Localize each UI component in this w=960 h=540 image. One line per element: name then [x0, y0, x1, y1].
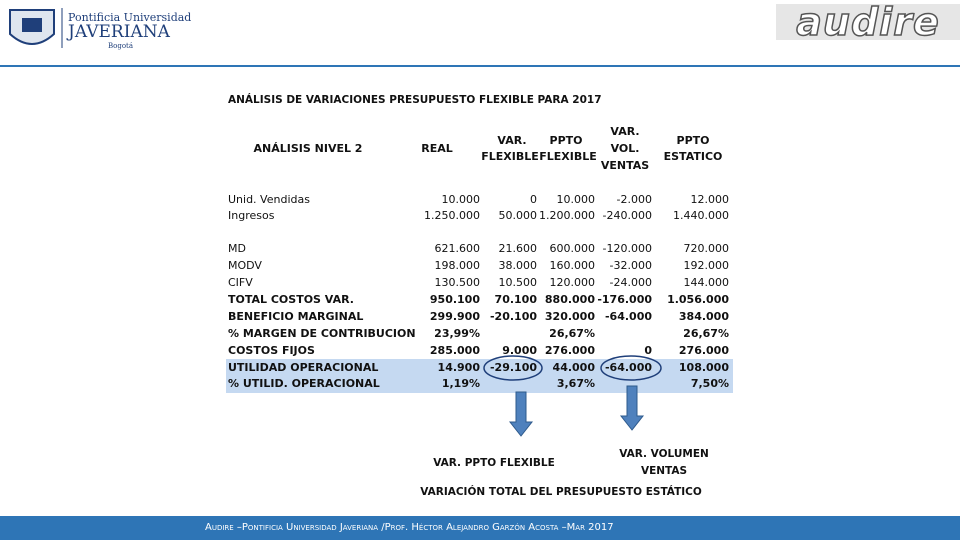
column-header: FLEXIBLE [481, 150, 539, 163]
column-header: VOL. [610, 142, 640, 155]
cell-value: 26,67% [549, 327, 595, 340]
row-label: TOTAL COSTOS VAR. [228, 293, 354, 306]
cell-value: -24.000 [609, 276, 652, 289]
university-city: Bogotá [108, 42, 134, 50]
cell-value: -20.100 [489, 310, 537, 323]
column-header: VAR. [497, 134, 527, 147]
annotation: VAR. VOLUMEN [619, 448, 709, 460]
column-header: PPTO [549, 134, 583, 147]
cell-value: 1.200.000 [539, 209, 595, 222]
cell-value: 12.000 [690, 193, 730, 206]
row-label: Ingresos [228, 209, 275, 222]
column-header: REAL [421, 142, 453, 155]
column-header: FLEXIBLE [539, 150, 597, 163]
row-label: CIFV [228, 276, 253, 289]
cell-value: 10.000 [556, 193, 596, 206]
cell-value: 9.000 [502, 344, 537, 357]
footer-text: Audire –Pontificia Universidad Javeriana… [205, 522, 614, 533]
cell-value: 720.000 [683, 242, 730, 255]
cell-value: 192.000 [683, 259, 730, 272]
cell-value: 26,67% [683, 327, 729, 340]
cell-value: -32.000 [609, 259, 652, 272]
cell-value: 10.000 [441, 193, 481, 206]
cell-value: 50.000 [498, 209, 538, 222]
annotation: VENTAS [640, 465, 688, 477]
cell-value: -64.000 [604, 361, 652, 374]
cell-value: 198.000 [434, 259, 481, 272]
footer-bar [0, 516, 960, 540]
cell-value: 70.100 [494, 293, 537, 306]
cell-value: 23,99% [434, 327, 480, 340]
cell-value: 144.000 [683, 276, 730, 289]
cell-value: 320.000 [544, 310, 595, 323]
cell-value: 120.000 [549, 276, 596, 289]
cell-value: 285.000 [429, 344, 480, 357]
column-header: VAR. [610, 125, 640, 138]
row-label: MD [228, 242, 246, 255]
cell-value: 21.600 [498, 242, 538, 255]
cell-value: 44.000 [552, 361, 595, 374]
row-label: MODV [228, 259, 262, 272]
cell-value: -29.100 [489, 361, 537, 374]
university-crest [9, 9, 55, 45]
column-header: ESTATICO [663, 150, 723, 163]
cell-value: 276.000 [544, 344, 595, 357]
cell-value: 1.440.000 [673, 209, 729, 222]
cell-value: 621.600 [434, 242, 481, 255]
table-title: ANÁLISIS DE VARIACIONES PRESUPUESTO FLEX… [228, 94, 602, 106]
arrow-flexible [508, 391, 534, 437]
row-label: % UTILID. OPERACIONAL [228, 377, 380, 390]
arrow-volume [619, 385, 645, 431]
brand-logo: audire [796, 0, 940, 44]
cell-value: 950.100 [429, 293, 480, 306]
cell-value: 108.000 [678, 361, 729, 374]
annotation: VAR. PPTO FLEXIBLE [433, 457, 555, 469]
cell-value: -240.000 [602, 209, 652, 222]
column-header: ANÁLISIS NIVEL 2 [253, 142, 363, 155]
cell-value: 600.000 [549, 242, 596, 255]
cell-value: 1,19% [441, 377, 480, 390]
circle-volume [600, 355, 662, 381]
cell-value: 10.500 [498, 276, 538, 289]
cell-value: -120.000 [602, 242, 652, 255]
column-header: PPTO [676, 134, 710, 147]
university-name: JAVERIANA [68, 22, 170, 42]
cell-value: 14.900 [437, 361, 480, 374]
cell-value: 38.000 [498, 259, 538, 272]
cell-value: 299.900 [429, 310, 480, 323]
cell-value: 7,50% [690, 377, 729, 390]
column-header: VENTAS [600, 159, 650, 172]
highlight-band [226, 359, 733, 393]
cell-value: -176.000 [597, 293, 652, 306]
cell-value: -64.000 [604, 310, 652, 323]
cell-value: 384.000 [678, 310, 729, 323]
row-label: COSTOS FIJOS [228, 344, 315, 357]
cell-value: 880.000 [544, 293, 595, 306]
circle-flexible [483, 355, 543, 381]
university-name: Pontificia Universidad [68, 11, 192, 24]
cell-value: 0 [644, 344, 652, 357]
cell-value: 1.056.000 [667, 293, 729, 306]
row-label: UTILIDAD OPERACIONAL [228, 361, 379, 374]
cell-value: 130.500 [434, 276, 481, 289]
cell-value: 276.000 [678, 344, 729, 357]
row-label: Unid. Vendidas [228, 193, 310, 206]
cell-value: -2.000 [616, 193, 652, 206]
cell-value: 160.000 [549, 259, 596, 272]
brand-box [776, 4, 960, 40]
annotation: VARIACIÓN TOTAL DEL PRESUPUESTO ESTÁTICO [420, 486, 702, 498]
row-label: BENEFICIO MARGINAL [228, 310, 364, 323]
row-label: % MARGEN DE CONTRIBUCION [228, 327, 416, 340]
cell-value: 0 [530, 193, 537, 206]
cell-value: 3,67% [556, 377, 595, 390]
cell-value: 1.250.000 [424, 209, 480, 222]
